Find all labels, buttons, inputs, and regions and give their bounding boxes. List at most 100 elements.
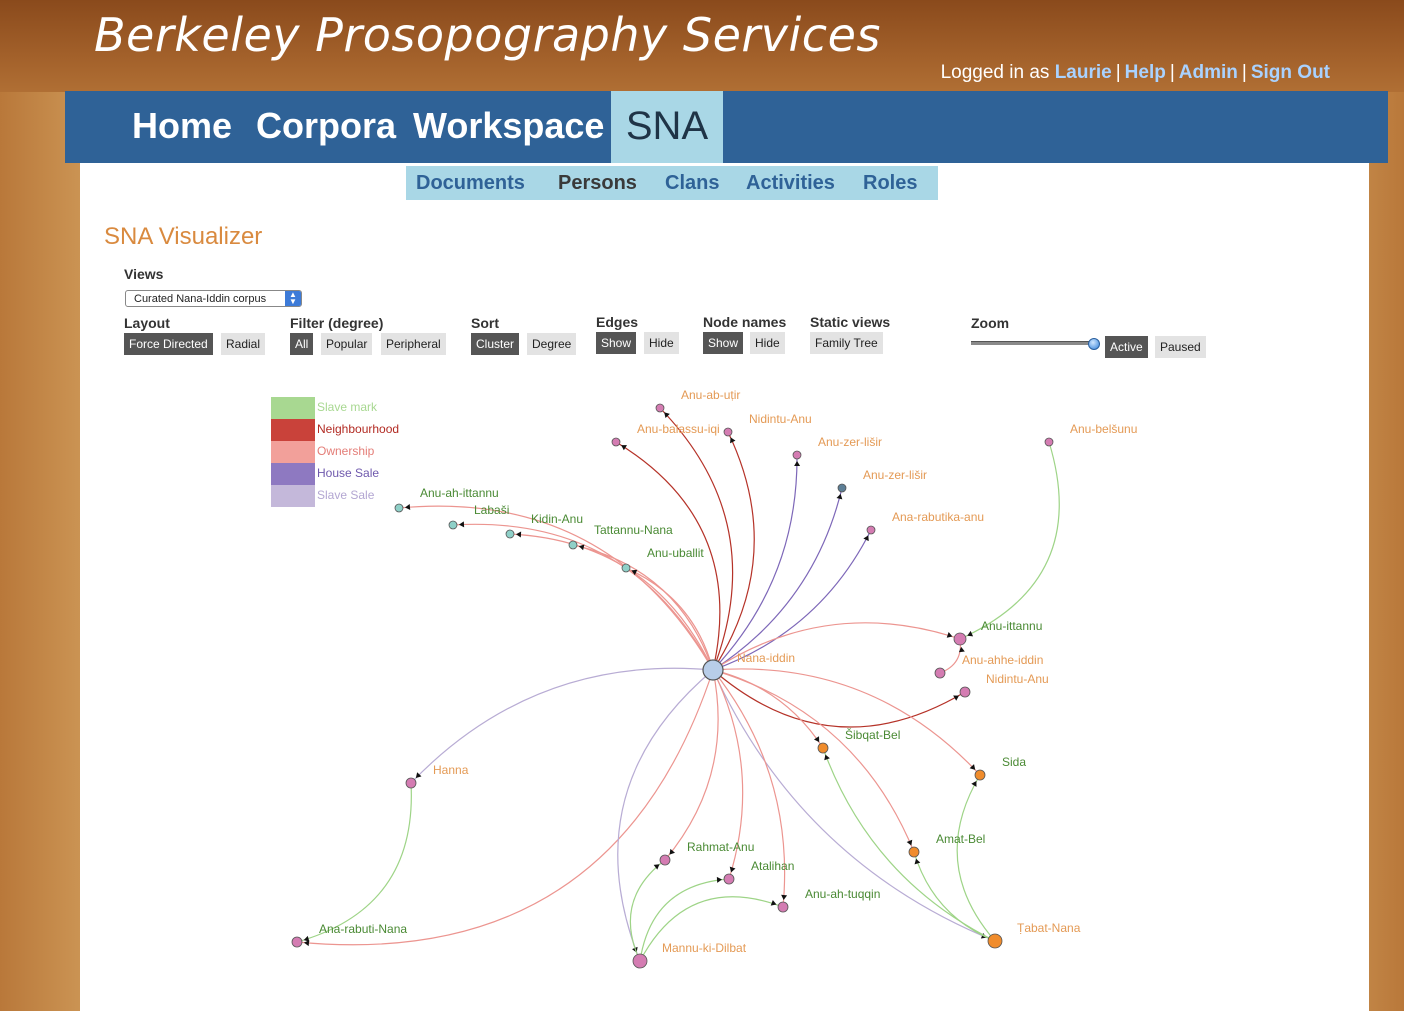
graph-node[interactable] bbox=[953, 632, 967, 646]
sub-nav-documents[interactable]: Documents bbox=[416, 172, 525, 194]
help-link[interactable]: Help bbox=[1124, 62, 1166, 83]
graph-node[interactable] bbox=[777, 901, 789, 913]
legend-item: Slave Sale bbox=[271, 485, 411, 507]
nav-corpora[interactable]: Corpora bbox=[256, 105, 397, 146]
legend-label: Slave mark bbox=[317, 400, 378, 414]
filter-all-button[interactable]: All bbox=[290, 333, 314, 355]
node-label: Anu-balassu-iqi bbox=[637, 422, 720, 436]
separator: | bbox=[1115, 62, 1121, 83]
sub-nav-clans[interactable]: Clans bbox=[665, 172, 720, 194]
graph-node[interactable] bbox=[866, 525, 876, 535]
layout-radial-button[interactable]: Radial bbox=[221, 333, 266, 355]
layout-force-directed-button[interactable]: Force Directed bbox=[124, 333, 213, 355]
edge-arrowhead bbox=[794, 460, 801, 467]
node-label: Anu-belšunu bbox=[1070, 422, 1137, 436]
graph-node[interactable] bbox=[723, 427, 733, 437]
graph-node[interactable] bbox=[908, 846, 920, 858]
graph-node[interactable] bbox=[723, 873, 735, 885]
zoom-slider-handle[interactable] bbox=[1088, 338, 1100, 350]
graph-node[interactable] bbox=[817, 742, 829, 754]
edge-arrowhead bbox=[946, 632, 953, 638]
nav-workspace[interactable]: Workspace bbox=[413, 105, 605, 146]
edges-show-button[interactable]: Show bbox=[596, 332, 637, 354]
graph-node[interactable] bbox=[987, 933, 1003, 949]
edge-arrowhead bbox=[906, 839, 913, 846]
zoom-label: Zoom bbox=[971, 315, 1010, 331]
graph-node[interactable] bbox=[505, 529, 515, 539]
graph-node[interactable] bbox=[959, 686, 971, 698]
legend-item: Neighbourhood bbox=[271, 419, 411, 441]
edge-arrowhead bbox=[971, 781, 977, 787]
graph-edge bbox=[712, 622, 961, 671]
legend-label: House Sale bbox=[317, 466, 380, 480]
sort-degree-button[interactable]: Degree bbox=[527, 333, 577, 355]
graph-node[interactable] bbox=[974, 769, 986, 781]
node-label: Anu-ab-uṭir bbox=[681, 388, 740, 402]
page-title: SNA Visualizer bbox=[104, 223, 263, 250]
graph-edge bbox=[296, 669, 714, 946]
legend-swatch bbox=[271, 397, 315, 419]
names-show-button[interactable]: Show bbox=[703, 332, 744, 354]
graph-node[interactable] bbox=[702, 659, 724, 681]
filter-peripheral-button[interactable]: Peripheral bbox=[381, 333, 446, 355]
sub-nav: Documents Persons Clans Activities Roles bbox=[406, 166, 938, 200]
zoom-active-button[interactable]: Active bbox=[1105, 336, 1148, 358]
graph-node[interactable] bbox=[291, 936, 303, 948]
edge-arrowhead bbox=[716, 876, 723, 883]
graph-node[interactable] bbox=[934, 667, 946, 679]
nav-sna[interactable]: SNA bbox=[611, 91, 723, 163]
graph-node[interactable] bbox=[611, 437, 621, 447]
zoom-paused-button[interactable]: Paused bbox=[1155, 336, 1206, 358]
graph-node[interactable] bbox=[655, 403, 665, 413]
graph-node[interactable] bbox=[568, 540, 578, 550]
node-label: Kidin-Anu bbox=[531, 512, 583, 526]
sort-cluster-button[interactable]: Cluster bbox=[471, 333, 520, 355]
legend-swatch bbox=[271, 419, 315, 441]
graph-node[interactable] bbox=[405, 777, 417, 789]
graph-node[interactable] bbox=[448, 520, 458, 530]
signout-link[interactable]: Sign Out bbox=[1250, 62, 1330, 83]
graph-node[interactable] bbox=[394, 503, 404, 513]
graph-edge bbox=[410, 667, 714, 784]
graph-edge bbox=[639, 878, 730, 962]
edge-arrowhead bbox=[967, 630, 974, 637]
layout-label: Layout bbox=[124, 315, 170, 331]
edge-arrowhead bbox=[730, 437, 736, 444]
nav-home[interactable]: Home bbox=[132, 105, 233, 146]
node-label: Amat-Bel bbox=[936, 832, 985, 846]
graph-edge bbox=[712, 669, 966, 728]
zoom-slider-track[interactable] bbox=[971, 341, 1097, 345]
graph-node[interactable] bbox=[632, 953, 648, 969]
graph-edge bbox=[617, 669, 714, 962]
edge-arrowhead bbox=[836, 493, 843, 500]
graph-node[interactable] bbox=[659, 854, 671, 866]
edges-hide-button[interactable]: Hide bbox=[644, 332, 679, 354]
graph-node[interactable] bbox=[792, 450, 802, 460]
edge-arrowhead bbox=[958, 646, 965, 653]
sub-nav-persons[interactable]: Persons bbox=[558, 172, 637, 194]
legend-swatch bbox=[271, 485, 315, 507]
node-label: Mannu-ki-Dilbat bbox=[662, 941, 747, 955]
graph-edge bbox=[296, 782, 412, 943]
family-tree-button[interactable]: Family Tree bbox=[810, 332, 883, 354]
edge-arrowhead bbox=[621, 445, 627, 451]
sub-nav-roles[interactable]: Roles bbox=[863, 172, 918, 194]
node-label: Sida bbox=[1002, 755, 1026, 769]
graph-node[interactable] bbox=[1044, 437, 1054, 447]
sna-graph[interactable]: Nana-iddin Anu-ab-uṭir Anu-balassu-iqi Nidi… bbox=[80, 163, 1369, 1011]
edge-arrowhead bbox=[578, 544, 585, 551]
graph-edge bbox=[959, 441, 1060, 640]
filter-popular-button[interactable]: Popular bbox=[321, 333, 373, 355]
node-label: Ana-rabuti-Nana bbox=[319, 922, 407, 936]
graph-node[interactable] bbox=[837, 483, 847, 493]
node-label: Atalihan bbox=[751, 859, 794, 873]
views-selected-value: Curated Nana-Iddin corpus bbox=[134, 293, 267, 305]
views-select[interactable]: Curated Nana-Iddin corpus ▲ ▼ bbox=[125, 290, 302, 307]
graph-node[interactable] bbox=[621, 563, 631, 573]
admin-link[interactable]: Admin bbox=[1178, 62, 1238, 83]
user-link[interactable]: Laurie bbox=[1054, 62, 1112, 83]
names-hide-button[interactable]: Hide bbox=[750, 332, 785, 354]
edge-arrowhead bbox=[669, 848, 675, 855]
sub-nav-activities[interactable]: Activities bbox=[746, 172, 835, 194]
views-label: Views bbox=[124, 266, 164, 282]
